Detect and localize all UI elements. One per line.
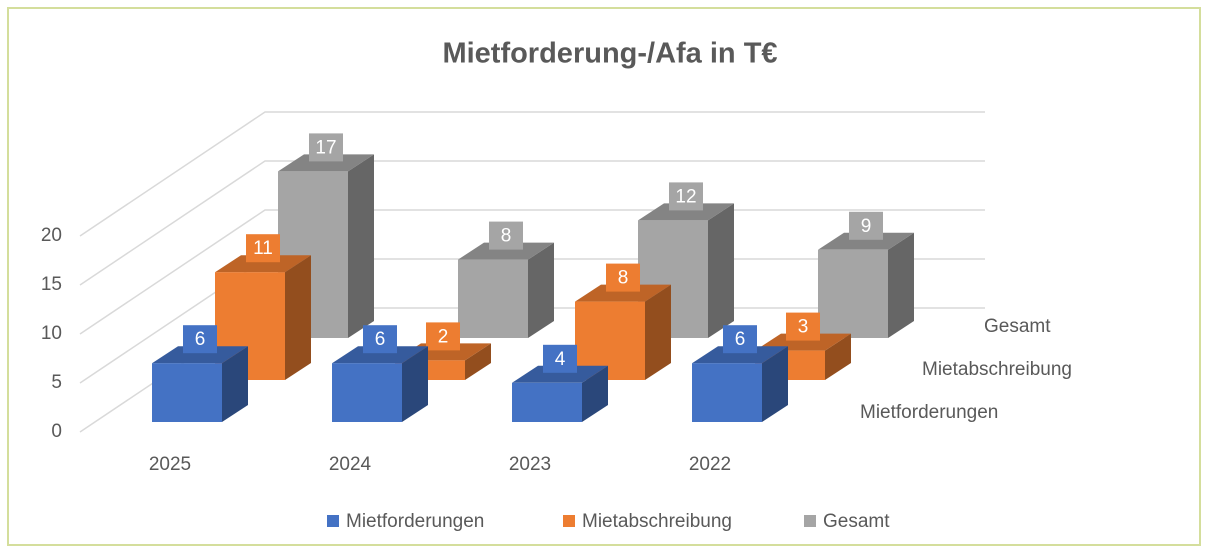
legend-swatch xyxy=(563,515,575,527)
bar xyxy=(512,382,582,422)
bar-3d: 4 xyxy=(512,344,608,422)
bar-top xyxy=(278,154,374,172)
data-label-box xyxy=(669,182,703,211)
bar-top xyxy=(458,242,554,260)
x-tick-label: 2022 xyxy=(689,454,731,475)
data-label: 6 xyxy=(375,329,386,350)
chart-border xyxy=(7,7,1201,546)
legend-label: Mietabschreibung xyxy=(582,511,732,532)
data-label-box xyxy=(723,325,757,354)
bar xyxy=(818,249,888,338)
bar-side xyxy=(582,365,608,422)
bar-side xyxy=(645,284,671,380)
x-tick-label: 2024 xyxy=(329,454,372,475)
grid-line xyxy=(79,209,985,335)
data-label: 2 xyxy=(438,326,449,347)
bar xyxy=(692,363,762,422)
bar-side xyxy=(762,346,788,422)
grid-line xyxy=(79,160,985,286)
data-label: 11 xyxy=(253,238,273,259)
bar-top xyxy=(575,284,671,302)
legend-label: Mietforderungen xyxy=(346,511,484,532)
bar-top xyxy=(692,346,788,364)
bar-side xyxy=(222,346,248,422)
data-label-box xyxy=(183,325,217,354)
bar-3d: 8 xyxy=(575,263,671,380)
depth-label: Gesamt xyxy=(984,316,1051,337)
bar-top xyxy=(818,232,914,250)
y-tick-label: 20 xyxy=(41,225,62,246)
bar-side xyxy=(888,232,914,338)
data-label: 6 xyxy=(735,329,746,350)
data-label: 12 xyxy=(675,186,696,207)
bar-top xyxy=(332,346,428,364)
bar-top xyxy=(152,346,248,364)
legend-swatch xyxy=(327,515,339,527)
data-label-box xyxy=(606,263,640,292)
bar xyxy=(332,363,402,422)
y-tick-label: 10 xyxy=(41,323,62,344)
grid-line xyxy=(79,111,985,237)
data-label-box xyxy=(543,344,577,373)
bar-3d: 9 xyxy=(818,211,914,338)
data-label: 8 xyxy=(501,226,512,247)
bar-top xyxy=(215,255,311,273)
bar-side xyxy=(825,333,851,380)
bar-3d: 11 xyxy=(215,234,311,380)
data-label: 6 xyxy=(195,329,206,350)
bar-3d: 12 xyxy=(638,182,734,338)
bar-side xyxy=(528,242,554,338)
data-label-box xyxy=(786,312,820,341)
x-tick-label: 2025 xyxy=(149,454,191,475)
depth-label: Mietabschreibung xyxy=(922,359,1072,380)
bar-side xyxy=(402,346,428,422)
bar-3d: 6 xyxy=(152,325,248,422)
bar-3d: 6 xyxy=(692,325,788,422)
x-tick-label: 2023 xyxy=(509,454,551,475)
data-label-box xyxy=(309,133,343,162)
data-label-box xyxy=(426,322,460,351)
legend-swatch xyxy=(804,515,816,527)
data-label-box xyxy=(489,221,523,250)
data-label: 9 xyxy=(861,216,872,237)
bar-top xyxy=(638,203,734,221)
bar-side xyxy=(465,343,491,380)
data-label-box xyxy=(849,211,883,240)
bar-side xyxy=(708,203,734,338)
legend-label: Gesamt xyxy=(823,511,890,532)
bar-side xyxy=(348,154,374,338)
y-tick-label: 0 xyxy=(51,421,62,442)
y-tick-label: 5 xyxy=(51,372,62,393)
data-label: 4 xyxy=(555,349,566,370)
data-label-box xyxy=(363,325,397,354)
bar-3d: 8 xyxy=(458,221,554,338)
depth-label: Mietforderungen xyxy=(860,402,998,423)
data-label: 3 xyxy=(798,317,809,338)
data-label-box xyxy=(246,234,280,263)
bar xyxy=(458,259,528,338)
bar-side xyxy=(285,255,311,380)
data-label: 8 xyxy=(618,268,629,289)
bar-3d: 6 xyxy=(332,325,428,422)
y-tick-label: 15 xyxy=(41,274,62,295)
chart-title: Mietforderung-/Afa in T€ xyxy=(442,38,777,70)
bar-top xyxy=(512,365,608,383)
bar xyxy=(152,363,222,422)
data-label: 17 xyxy=(315,137,336,158)
